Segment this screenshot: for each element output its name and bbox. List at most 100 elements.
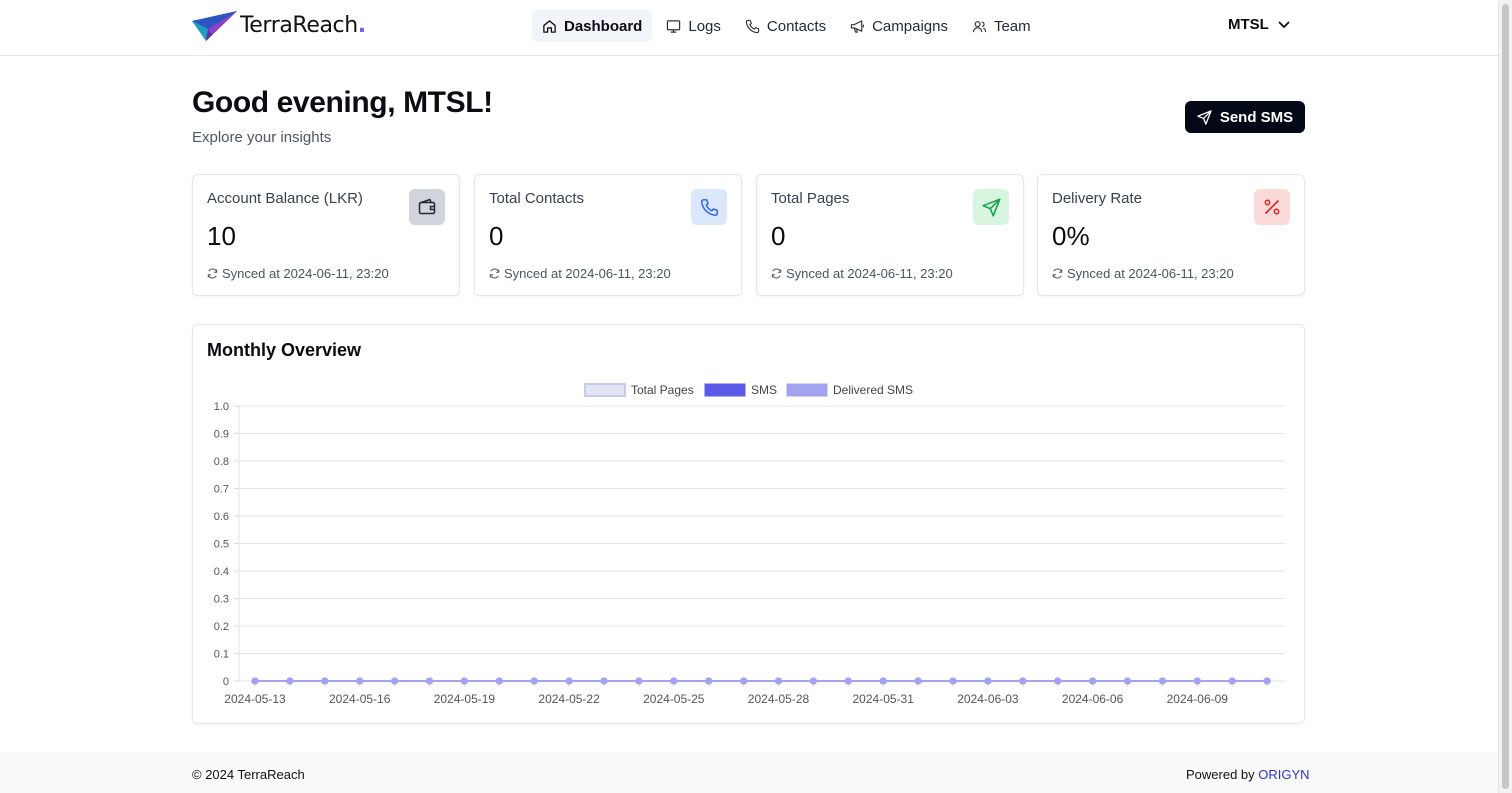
x-tick-label: 2024-05-16 — [329, 692, 391, 706]
data-point — [356, 677, 364, 685]
x-tick-label: 2024-06-09 — [1167, 692, 1229, 706]
send-sms-button[interactable]: Send SMS — [1185, 101, 1305, 133]
card-value: 0 — [489, 221, 504, 251]
phone-icon — [745, 19, 760, 33]
send-icon — [981, 197, 1001, 217]
legend-swatch — [786, 383, 828, 397]
nav-item-contacts[interactable]: Contacts — [735, 10, 836, 42]
powered-by-text: Powered by — [1186, 767, 1259, 782]
x-tick-label: 2024-05-31 — [853, 692, 915, 706]
card-sync-status: Synced at 2024-06-11, 23:20 — [1052, 266, 1234, 281]
y-tick-label: 0.6 — [214, 511, 229, 523]
nav-item-dashboard[interactable]: Dashboard — [532, 10, 653, 42]
card-icon-badge — [973, 189, 1009, 225]
footer-powered-by: Powered by ORIGYN — [1186, 767, 1310, 782]
y-tick-label: 0.7 — [214, 484, 229, 496]
page-subtitle: Explore your insights — [192, 129, 332, 146]
nav-label: Team — [993, 17, 1031, 35]
card-sync-status: Synced at 2024-06-11, 23:20 — [771, 266, 953, 281]
card-value: 0% — [1052, 221, 1090, 251]
percent-icon — [1264, 199, 1280, 215]
data-point — [495, 677, 503, 685]
legend-swatch — [704, 383, 746, 397]
account-menu[interactable]: MTSL — [1228, 16, 1290, 33]
data-point — [740, 677, 748, 685]
data-point — [251, 677, 259, 685]
data-point — [635, 677, 643, 685]
refresh-icon — [771, 268, 782, 279]
nav-label: Logs — [688, 17, 721, 35]
footer: © 2024 TerraReach Powered by ORIGYN — [0, 752, 1498, 793]
card-value: 0 — [771, 221, 786, 251]
card-title: Account Balance (LKR) — [207, 190, 363, 207]
y-tick-label: 0.5 — [214, 539, 229, 551]
footer-copyright: © 2024 TerraReach — [192, 767, 305, 782]
nav-label: Campaigns — [872, 17, 948, 35]
data-point — [879, 677, 887, 685]
nav-label: Contacts — [766, 17, 827, 35]
top-nav-bar: TerraReach. Dashboard Logs Contacts Camp… — [0, 0, 1498, 56]
x-tick-label: 2024-05-28 — [748, 692, 810, 706]
y-tick-label: 1.0 — [214, 401, 229, 413]
wallet-icon — [418, 198, 436, 215]
data-point — [1228, 677, 1236, 685]
data-point — [949, 677, 957, 685]
data-point — [565, 677, 573, 685]
send-icon — [1197, 109, 1212, 125]
data-point — [460, 677, 468, 685]
card-icon-badge — [1254, 189, 1290, 225]
monthly-overview-chart: 1.0 0.9 0.8 0.7 0.6 0.5 0.4 0.3 0.2 0.1 0 2024-05-1… — [214, 383, 1285, 706]
monitor-icon — [667, 19, 681, 33]
brand-logo[interactable]: TerraReach. — [192, 8, 366, 42]
x-tick-label: 2024-05-22 — [538, 692, 600, 706]
data-point — [286, 677, 294, 685]
data-point — [1263, 677, 1271, 685]
chevron-down-icon — [1278, 21, 1290, 28]
data-point — [321, 677, 329, 685]
card-title: Delivery Rate — [1052, 190, 1143, 207]
phone-icon — [700, 198, 718, 216]
card-sync-status: Synced at 2024-06-11, 23:20 — [207, 266, 389, 281]
brand-name: TerraReach. — [240, 12, 366, 38]
y-tick-label: 0.2 — [214, 621, 229, 633]
nav-item-logs[interactable]: Logs — [656, 10, 731, 42]
nav-item-campaigns[interactable]: Campaigns — [840, 10, 958, 42]
data-point — [600, 677, 608, 685]
stat-card-account-balance: Account Balance (LKR) 10 Synced at 2024-… — [192, 174, 460, 296]
card-icon-badge — [691, 189, 727, 225]
data-point — [391, 677, 399, 685]
refresh-icon — [489, 268, 500, 279]
card-value: 10 — [207, 221, 236, 251]
legend-label: SMS — [751, 383, 777, 397]
vertical-scrollbar[interactable] — [1498, 0, 1512, 793]
refresh-icon — [1052, 268, 1063, 279]
scrollbar-thumb[interactable] — [1502, 4, 1509, 789]
x-tick-label: 2024-06-03 — [957, 692, 1019, 706]
legend-label: Total Pages — [631, 383, 694, 397]
nav-item-team[interactable]: Team — [962, 10, 1041, 42]
data-point — [914, 677, 922, 685]
legend-swatch — [584, 383, 626, 397]
page-title: Good evening, MTSL! — [192, 86, 493, 119]
card-title: Total Contacts — [489, 190, 585, 207]
stat-card-delivery-rate: Delivery Rate 0% Synced at 2024-06-11, 2… — [1037, 174, 1305, 296]
data-point — [1054, 677, 1062, 685]
send-sms-label: Send SMS — [1219, 108, 1294, 126]
x-tick-label: 2024-06-06 — [1062, 692, 1124, 706]
legend-label: Delivered SMS — [833, 383, 913, 397]
card-sync-status: Synced at 2024-06-11, 23:20 — [489, 266, 671, 281]
refresh-icon — [207, 268, 218, 279]
account-name: MTSL — [1228, 16, 1269, 33]
data-point — [1019, 677, 1027, 685]
card-title: Total Pages — [771, 190, 850, 207]
origyn-link[interactable]: ORIGYN — [1258, 767, 1310, 782]
users-icon — [972, 20, 987, 32]
data-point — [844, 677, 852, 685]
data-point — [809, 677, 817, 685]
monthly-overview-card: Monthly Overview 1.0 0.9 0.8 0.7 0.6 0.5 0.4 0.… — [192, 324, 1305, 724]
x-tick-label: 2024-05-25 — [643, 692, 705, 706]
x-tick-label: 2024-05-13 — [224, 692, 286, 706]
data-point — [775, 677, 782, 685]
y-tick-label: 0.8 — [214, 456, 229, 468]
data-point — [1193, 677, 1201, 685]
